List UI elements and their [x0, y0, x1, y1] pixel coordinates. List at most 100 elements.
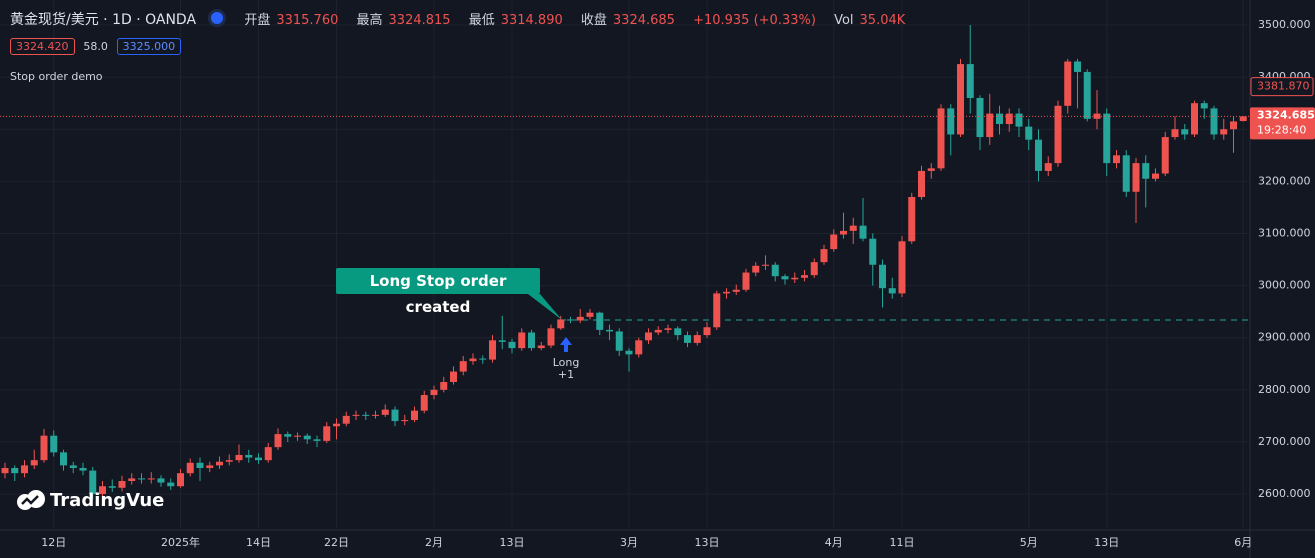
candle-body	[469, 358, 477, 362]
candle-body	[918, 170, 925, 197]
logo-icon	[17, 490, 45, 510]
candle-body	[820, 249, 828, 263]
candle-body	[177, 473, 184, 487]
candle-body	[1005, 113, 1013, 125]
y-tick-label: 3200.000	[1258, 174, 1311, 187]
candle-body	[859, 225, 867, 239]
field-label: 最高	[356, 13, 383, 28]
x-tick-label: 22日	[324, 536, 349, 549]
last-price-label: 3324.685	[1257, 108, 1315, 121]
candle-body	[810, 262, 818, 276]
candle-body	[313, 439, 321, 441]
candle-body	[60, 452, 67, 466]
candle-body	[976, 97, 984, 138]
candle-body	[1200, 103, 1208, 109]
candle-body	[508, 341, 516, 349]
candle-body	[167, 482, 175, 487]
candle-body	[1, 467, 9, 474]
candle-body	[888, 288, 896, 294]
y-tick-label: 2800.000	[1258, 383, 1311, 396]
candle-body	[762, 264, 769, 266]
candle-body	[781, 276, 789, 280]
trade-row: 3324.420 58.0 3325.000	[10, 38, 182, 55]
candle-body	[235, 454, 243, 461]
candle-body	[420, 395, 428, 411]
candle-body	[186, 462, 194, 474]
candle-body	[1093, 113, 1101, 119]
candle-body	[1191, 103, 1198, 135]
candle-body	[157, 478, 165, 483]
candle-body	[986, 113, 994, 138]
candle-body	[362, 414, 370, 416]
candle-body	[411, 410, 418, 421]
candle-body	[684, 335, 691, 343]
annotation-pointer	[528, 294, 562, 320]
alert-level-box	[1250, 77, 1314, 97]
candle-body	[1181, 129, 1189, 135]
last-price-box	[1250, 107, 1315, 140]
x-tick-label: 13日	[500, 536, 525, 549]
x-tick-label: 2025年	[161, 535, 200, 549]
candle-body	[147, 478, 155, 480]
candle-body	[21, 465, 28, 474]
candle-body	[206, 465, 214, 468]
candle-body	[1054, 105, 1062, 164]
candle-body	[1103, 113, 1111, 164]
candle-body	[216, 461, 223, 466]
x-tick-label: 4月	[825, 536, 843, 549]
candle-body	[1064, 61, 1072, 106]
candle-body	[1171, 129, 1179, 138]
candle-body	[937, 108, 945, 169]
candle-body	[947, 108, 955, 135]
candle-body	[138, 478, 145, 480]
candle-body	[801, 275, 808, 278]
candle-body	[752, 265, 760, 273]
candle-body	[1210, 108, 1218, 135]
candle-body	[898, 241, 906, 294]
candle-body	[479, 358, 487, 360]
candle-body	[732, 289, 740, 292]
candle-body	[11, 467, 19, 474]
candle-body	[50, 435, 58, 453]
candle-body	[840, 230, 847, 235]
candle-body	[586, 312, 594, 317]
x-tick-label: 2月	[425, 536, 443, 549]
candle-body	[1142, 163, 1150, 179]
candle-body	[99, 486, 106, 495]
x-tick-label: 14日	[246, 536, 271, 549]
candle-body	[742, 272, 750, 290]
candle-body	[1220, 129, 1228, 135]
y-tick-label: 3500.000	[1258, 18, 1311, 31]
candle-body	[606, 329, 613, 332]
candle-body	[323, 426, 331, 441]
x-tick-label: 13日	[695, 536, 720, 549]
buy-price[interactable]: 3325.000	[116, 38, 182, 55]
candle-body	[1113, 155, 1120, 164]
sell-price[interactable]: 3324.420	[10, 38, 75, 55]
signal-text: Long	[553, 356, 580, 369]
candle-body	[225, 460, 233, 462]
candle-body	[1015, 113, 1023, 127]
candle-body	[713, 293, 721, 328]
candle-body	[391, 409, 399, 422]
candle-body	[557, 319, 565, 329]
x-tick-label: 3月	[620, 536, 638, 549]
candle-body	[489, 340, 496, 360]
candle-body	[1035, 139, 1042, 171]
candle-body	[567, 319, 574, 321]
indicator-name: Stop order demo	[10, 70, 103, 83]
candle-body	[196, 462, 204, 468]
candle-body	[274, 434, 282, 448]
field-value: 3324.685	[612, 13, 675, 28]
annotation-box: Long Stop order created	[336, 268, 540, 316]
volume-label: Vol	[834, 13, 854, 28]
candle-body	[771, 264, 779, 277]
candle-body	[284, 434, 292, 437]
field-value: 3324.815	[388, 13, 451, 28]
volume: 35.04K	[859, 13, 906, 28]
candle-body	[625, 350, 633, 355]
symbol[interactable]: 黄金现货/美元 · 1D · OANDA	[10, 12, 197, 28]
candle-body	[352, 414, 360, 416]
y-tick-label: 2900.000	[1258, 331, 1311, 344]
candle-body	[303, 435, 311, 440]
